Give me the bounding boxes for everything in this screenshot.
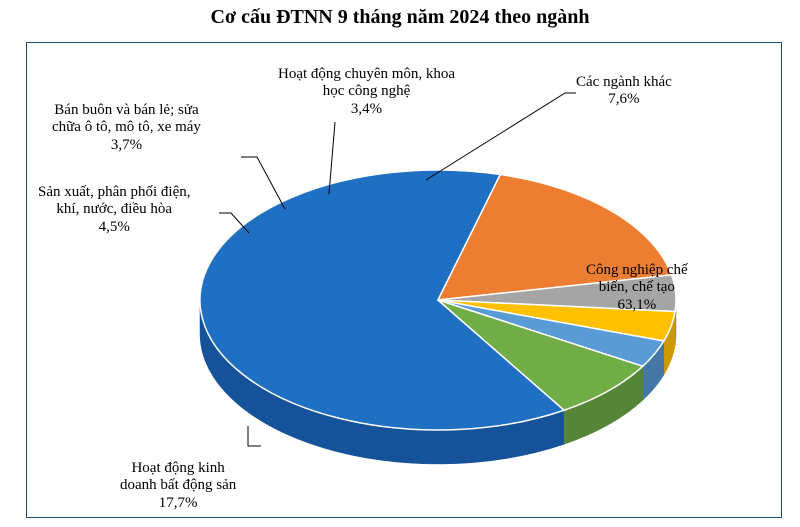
slice-label: Các ngành khác 7,6% [576,74,672,109]
slice-label: Công nghiệp chế biến, chế tạo 63,1% [586,262,688,314]
leader-line [248,426,261,446]
slice-label: Hoạt động chuyên môn, khoa học công nghệ… [278,66,455,118]
slice-label: Hoạt động kinh doanh bất động sản 17,7% [120,460,236,512]
leader-line [241,157,285,209]
slice-label: Sản xuất, phân phối điện, khí, nước, điề… [38,184,190,236]
slice-label: Bán buôn và bán lẻ; sửa chữa ô tô, mô tô… [52,102,201,154]
